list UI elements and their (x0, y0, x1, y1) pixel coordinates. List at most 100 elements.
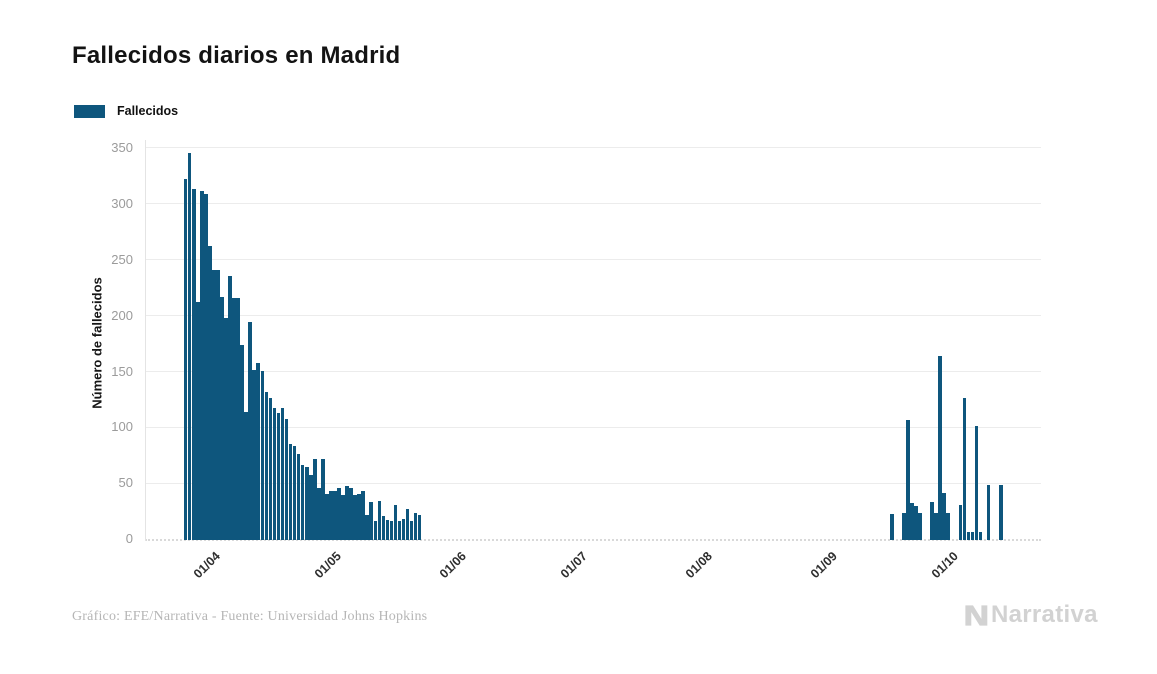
bar (978, 531, 983, 541)
x-tick-label: 01/09 (808, 549, 841, 582)
bar (946, 512, 951, 541)
bar (300, 464, 305, 541)
bar (224, 318, 228, 541)
bar (345, 486, 349, 541)
bar (268, 397, 273, 541)
y-tick-label: 150 (111, 363, 133, 379)
bar (256, 363, 261, 541)
bar (244, 412, 248, 541)
gridline (145, 147, 1041, 149)
bar (183, 178, 188, 541)
bar (252, 369, 257, 541)
gridline (145, 203, 1041, 205)
bar (962, 397, 967, 541)
bar (212, 270, 216, 541)
gridline (145, 371, 1041, 372)
legend-label: Fallecidos (117, 104, 179, 118)
bar (385, 519, 390, 541)
y-axis-line (145, 140, 146, 541)
footer-credit: Gráfico: EFE/Narrativa - Fuente: Univers… (72, 609, 428, 624)
chart-title: Fallecidos diarios en Madrid (72, 42, 401, 69)
x-tick-label: 01/08 (683, 549, 716, 582)
bar (292, 445, 297, 541)
bar (284, 419, 289, 541)
bar (337, 488, 341, 541)
y-axis-title: Número de fallecidos (89, 277, 105, 409)
bar (998, 485, 1003, 541)
bar (264, 392, 269, 541)
gridline (145, 426, 1041, 428)
bar (208, 245, 212, 541)
bar (930, 501, 934, 541)
bar (373, 520, 378, 541)
y-tick-label: 50 (118, 475, 133, 491)
bar (216, 270, 220, 541)
bar (910, 502, 914, 541)
bar (304, 467, 309, 541)
gridline (145, 315, 1041, 316)
x-tick-label: 01/10 (929, 549, 962, 582)
bar (405, 508, 410, 541)
bar (349, 488, 353, 541)
y-tick-label: 250 (111, 251, 133, 267)
bar (889, 514, 894, 541)
bar (966, 531, 971, 541)
bar (361, 490, 365, 541)
bar (938, 356, 942, 541)
bar (401, 518, 406, 541)
x-tick-label: 01/07 (558, 549, 591, 582)
legend: Fallecidos (74, 104, 178, 118)
bar (308, 474, 313, 541)
y-tick-label: 200 (111, 307, 133, 323)
bar (914, 506, 918, 541)
bar (970, 531, 975, 541)
x-tick-label: 01/05 (311, 549, 344, 582)
bar (232, 298, 236, 541)
bar (397, 520, 402, 541)
bar (325, 493, 329, 541)
bar (236, 298, 240, 541)
bar (353, 495, 357, 541)
bar (409, 520, 414, 541)
bar (220, 297, 224, 541)
bar (204, 194, 208, 541)
bar (365, 515, 370, 541)
bar (974, 425, 979, 541)
x-tick-label: 01/06 (436, 549, 469, 582)
bar (187, 152, 192, 541)
bar (276, 413, 281, 541)
bar (280, 407, 285, 541)
bar (195, 301, 200, 541)
y-tick-label: 350 (111, 139, 133, 155)
bar (413, 512, 418, 541)
bar (902, 512, 906, 541)
bar (341, 495, 345, 541)
y-tick-label: 300 (111, 195, 133, 211)
bar (317, 488, 321, 541)
narrativa-logo: Narrativa (962, 601, 1098, 629)
bar (357, 493, 361, 541)
bar (296, 453, 301, 541)
bar (191, 188, 196, 541)
bar (942, 492, 947, 541)
bar (321, 459, 325, 541)
bar (248, 321, 252, 541)
bar (906, 420, 910, 541)
bar (333, 490, 337, 541)
bar (934, 512, 938, 541)
bar (986, 485, 991, 541)
bar (381, 516, 386, 541)
narrativa-logo-icon (965, 604, 988, 626)
bar (228, 275, 232, 541)
y-tick-label: 0 (125, 531, 133, 547)
narrativa-logo-text: Narrativa (991, 601, 1098, 628)
y-tick-label: 100 (111, 419, 133, 435)
bar (329, 490, 333, 541)
legend-swatch-icon (74, 104, 105, 118)
bar (272, 407, 277, 541)
bar (288, 443, 293, 541)
bar (369, 501, 374, 541)
gridline (145, 259, 1041, 261)
x-axis-line (145, 538, 1041, 541)
